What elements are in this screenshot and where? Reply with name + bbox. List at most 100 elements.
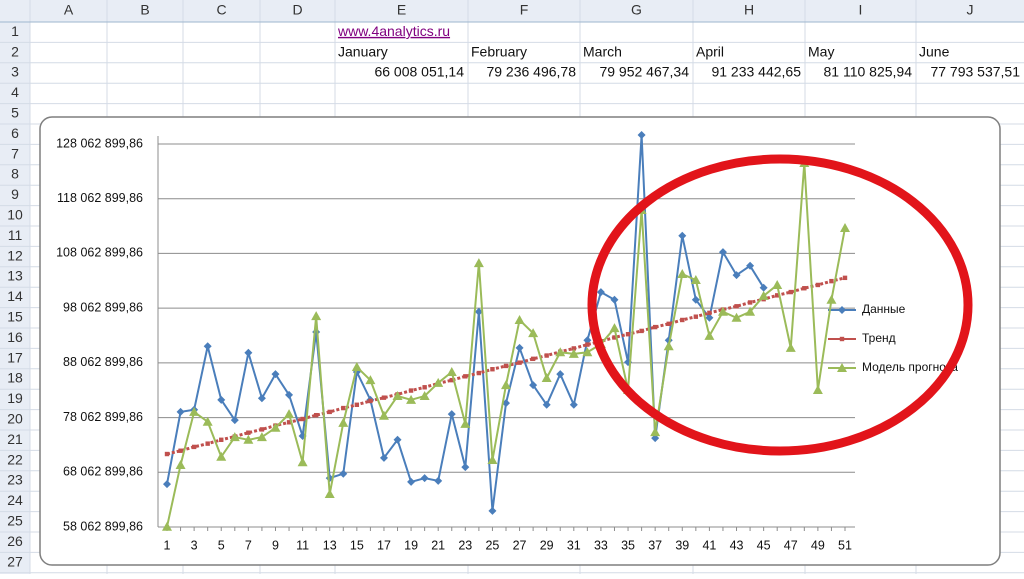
column-header: J bbox=[967, 2, 974, 18]
x-tick-label: 49 bbox=[811, 538, 825, 552]
point-marker bbox=[637, 131, 646, 140]
month-cell: June bbox=[919, 43, 950, 59]
point-marker bbox=[829, 278, 834, 284]
point-marker bbox=[515, 343, 524, 352]
legend-marker bbox=[838, 306, 846, 314]
x-tick-label: 27 bbox=[513, 538, 527, 552]
y-tick-label: 108 062 899,86 bbox=[56, 246, 143, 260]
x-tick-label: 23 bbox=[458, 538, 472, 552]
point-marker bbox=[217, 395, 226, 404]
point-marker bbox=[759, 283, 768, 292]
column-header: H bbox=[744, 2, 754, 18]
row-header: 7 bbox=[11, 145, 19, 161]
point-marker bbox=[393, 435, 402, 444]
point-marker bbox=[677, 269, 688, 279]
point-marker bbox=[678, 231, 687, 240]
point-marker bbox=[300, 416, 305, 422]
point-marker bbox=[609, 323, 620, 333]
point-marker bbox=[514, 314, 525, 324]
point-marker bbox=[732, 271, 741, 280]
month-cell: February bbox=[471, 43, 527, 59]
column-header: G bbox=[631, 2, 642, 18]
row-header: 26 bbox=[7, 533, 23, 549]
point-marker bbox=[422, 385, 427, 390]
point-marker bbox=[745, 306, 756, 316]
point-marker bbox=[216, 451, 227, 461]
point-marker bbox=[746, 261, 755, 270]
row-header: 4 bbox=[11, 84, 19, 100]
point-marker bbox=[313, 412, 319, 418]
point-marker bbox=[718, 248, 727, 257]
y-tick-label: 98 062 899,86 bbox=[63, 300, 143, 314]
row-header: 21 bbox=[7, 431, 23, 447]
point-marker bbox=[488, 506, 497, 515]
row-header: 11 bbox=[8, 227, 23, 243]
x-tick-label: 19 bbox=[404, 538, 418, 552]
point-marker bbox=[203, 342, 212, 351]
point-marker bbox=[544, 353, 549, 358]
point-marker bbox=[704, 330, 715, 340]
point-marker bbox=[651, 434, 660, 443]
point-marker bbox=[639, 328, 644, 334]
point-marker bbox=[311, 311, 322, 321]
row-header: 16 bbox=[7, 329, 23, 345]
point-marker bbox=[246, 430, 251, 435]
column-header: F bbox=[520, 2, 529, 18]
point-marker bbox=[517, 360, 522, 365]
point-marker bbox=[476, 370, 482, 376]
point-marker bbox=[463, 374, 468, 379]
point-marker bbox=[747, 300, 753, 305]
point-marker bbox=[351, 362, 362, 372]
point-marker bbox=[419, 391, 430, 401]
point-marker bbox=[175, 459, 186, 469]
row-header: 13 bbox=[7, 268, 23, 284]
x-tick-label: 35 bbox=[621, 538, 635, 552]
month-cell: May bbox=[808, 43, 834, 59]
point-marker bbox=[802, 286, 807, 291]
point-marker bbox=[256, 432, 267, 442]
amount-cell: 79 236 496,78 bbox=[486, 64, 576, 80]
row-header: 8 bbox=[11, 166, 19, 182]
amount-cell: 79 952 467,34 bbox=[599, 64, 689, 80]
point-marker bbox=[785, 342, 796, 352]
point-marker bbox=[368, 398, 373, 404]
column-header: C bbox=[216, 2, 226, 18]
legend-label: Тренд bbox=[862, 331, 896, 345]
legend-label: Данные bbox=[862, 302, 906, 316]
point-marker bbox=[842, 275, 848, 281]
row-header: 19 bbox=[7, 390, 23, 406]
x-tick-label: 51 bbox=[838, 538, 852, 552]
y-tick-label: 78 062 899,86 bbox=[63, 410, 143, 424]
month-cell: January bbox=[338, 43, 388, 59]
legend-marker bbox=[837, 363, 847, 372]
column-header: E bbox=[397, 2, 406, 18]
point-marker bbox=[528, 328, 539, 338]
y-tick-label: 128 062 899,86 bbox=[56, 136, 143, 150]
row-header: 22 bbox=[7, 451, 23, 467]
point-marker bbox=[406, 394, 417, 404]
amount-cell: 91 233 442,65 bbox=[711, 64, 801, 80]
column-header: A bbox=[64, 2, 74, 18]
point-marker bbox=[257, 394, 266, 403]
point-marker bbox=[503, 363, 509, 369]
x-tick-label: 13 bbox=[323, 538, 337, 552]
x-tick-label: 21 bbox=[431, 538, 445, 552]
point-marker bbox=[582, 347, 593, 357]
x-tick-label: 7 bbox=[245, 538, 252, 552]
point-marker bbox=[324, 488, 335, 498]
row-header: 12 bbox=[7, 247, 23, 263]
point-marker bbox=[339, 469, 348, 478]
point-marker bbox=[826, 294, 837, 304]
x-tick-label: 29 bbox=[540, 538, 554, 552]
point-marker bbox=[650, 427, 661, 437]
point-marker bbox=[542, 400, 551, 409]
point-marker bbox=[501, 380, 511, 390]
point-marker bbox=[734, 304, 739, 309]
chart-frame bbox=[39, 116, 1001, 566]
x-tick-label: 37 bbox=[648, 538, 662, 552]
point-marker bbox=[162, 521, 172, 531]
point-marker bbox=[164, 451, 170, 457]
point-marker bbox=[244, 348, 253, 357]
point-marker bbox=[840, 223, 850, 233]
